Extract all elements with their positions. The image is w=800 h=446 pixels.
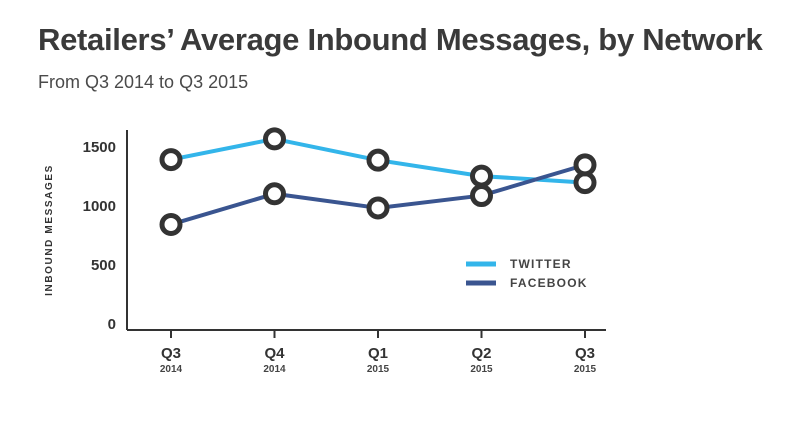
x-tick-label: Q3 xyxy=(575,345,595,362)
y-tick-label: 0 xyxy=(108,316,116,333)
x-tick-label: Q1 xyxy=(368,345,388,362)
data-point-twitter xyxy=(263,127,286,151)
chart-subtitle: From Q3 2014 to Q3 2015 xyxy=(38,72,249,92)
legend-label-facebook: FACEBOOK xyxy=(510,276,588,290)
data-point-facebook xyxy=(263,182,286,206)
data-point-facebook xyxy=(470,184,493,208)
y-tick-label: 500 xyxy=(91,257,116,274)
data-point-facebook xyxy=(366,196,390,220)
data-point-twitter xyxy=(470,164,493,188)
y-axis-ticks: 0 500 1000 1500 xyxy=(83,139,116,333)
x-tick-label: Q4 xyxy=(264,345,285,362)
chart-title: Retailers’ Average Inbound Messages, by … xyxy=(38,22,763,57)
y-axis-label: INBOUND MESSAGES xyxy=(44,164,55,296)
data-point-twitter xyxy=(159,148,183,172)
x-tick-year: 2014 xyxy=(160,364,183,375)
y-tick-label: 1000 xyxy=(83,198,116,215)
chart-axes xyxy=(126,130,606,331)
x-tick-year: 2015 xyxy=(470,364,493,375)
x-axis-ticks: Q3 2014 Q4 2014 Q1 2015 Q2 2015 Q3 2015 xyxy=(160,330,597,375)
legend: TWITTER FACEBOOK xyxy=(466,257,588,290)
y-tick-label: 1500 xyxy=(83,139,116,156)
x-tick-label: Q3 xyxy=(161,345,181,362)
x-tick-year: 2015 xyxy=(367,364,390,375)
data-point-twitter xyxy=(366,148,390,172)
data-point-facebook xyxy=(573,153,597,177)
x-tick-year: 2015 xyxy=(574,364,597,375)
legend-label-twitter: TWITTER xyxy=(510,257,572,271)
x-tick-year: 2014 xyxy=(263,364,286,375)
data-point-facebook xyxy=(159,212,183,236)
x-tick-label: Q2 xyxy=(471,345,491,362)
series-markers xyxy=(159,127,597,236)
